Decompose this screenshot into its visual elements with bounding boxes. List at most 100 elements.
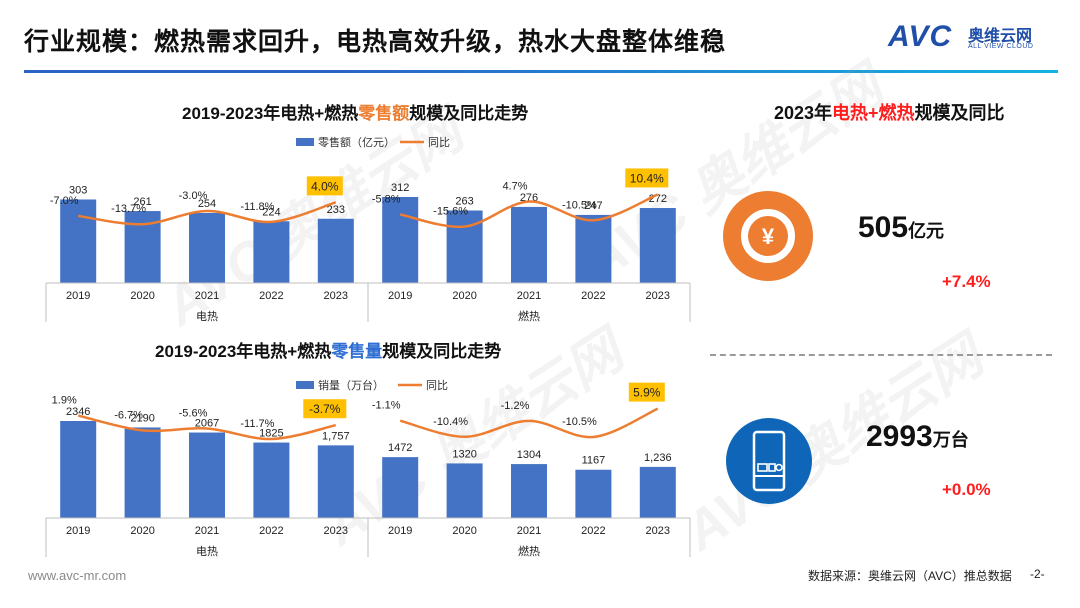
bar-value-label: 261 [133,196,151,208]
x-tick-label: 2023 [324,290,348,302]
retail-volume-title-highlight: 零售量 [331,342,383,361]
bar-value-label: 312 [391,182,409,194]
page-title: 行业规模：燃热需求回升，电热高效升级，热水大盘整体维稳 [24,28,727,56]
bar-value-label: 1167 [582,455,606,467]
yoy-value-label: -11.8% [240,201,274,213]
yoy-value-label: -10.5% [562,416,597,428]
bar [189,212,225,283]
bar-series [60,421,676,518]
yoy-value-label: -3.7% [309,402,341,416]
yoy-value-label: -6.7% [114,409,143,421]
bar-labels: 2346 2190 2067 1825 1,757 1472 1320 1304 1167 1,2… [66,406,672,467]
retail-volume-chart-title: 2019-2023年电热+燃热零售量规模及同比走势 [155,337,501,362]
x-tick-label: 2019 [388,525,412,537]
bar-series [60,197,676,283]
x-tick-label: 2021 [517,290,541,302]
retail-volume-kpi-number: 2993 [866,420,933,453]
x-tick-label: 2023 [646,290,670,302]
x-tick-label: 2022 [581,290,605,302]
x-tick-label: 2020 [452,525,476,537]
yoy-value-label: -1.2% [501,400,530,412]
x-tick-label: 2020 [130,290,154,302]
yoy-value-label: -5.6% [179,407,208,419]
section-divider [710,354,1052,356]
yoy-value-label: -11.7% [240,418,274,430]
yoy-value-label: -10.4% [433,416,468,428]
yoy-highlight-box [303,399,347,419]
legend-bar-label: 零售额（亿元） [318,135,395,149]
legend-bar-swatch [296,138,314,146]
yoy-value-label: -7.0% [50,195,79,207]
x-tick-label: 2023 [646,525,670,537]
yoy-labels: -7.0% -13.7% -3.0% -11.8% 4.0% -5.8% -15.6% 4.7… [50,168,669,218]
retail-volume-title-prefix: 2019-2023年电热+燃热 [155,342,332,361]
yuan-icon: ¥ [723,191,813,281]
retail-value-title-suffix: 规模及同比走势 [409,104,529,123]
legend-line-label: 同比 [426,379,448,392]
yoy-value-label: -1.1% [372,400,401,412]
bar-value-label: 303 [69,184,87,196]
water-heater-icon [726,418,812,504]
bar [60,199,97,283]
retail-volume-kpi-yoy: +0.0% [942,480,991,499]
group-label: 电热 [196,310,218,323]
retail-value-title-highlight: 零售额 [358,104,410,123]
bar-value-label: 224 [262,206,280,218]
yoy-labels: 1.9% -6.7% -5.6% -11.7% -3.7% -1.1% -10.4% -1.2… [52,382,665,430]
x-tick-label: 2020 [130,525,154,537]
legend-bar-label: 销量（万台） [318,378,384,392]
yoy-value-label: 4.0% [311,179,339,193]
bar [446,463,483,518]
yoy-line [77,407,659,441]
retail-value-kpi-unit: 亿元 [908,221,945,241]
x-tick-label: 2022 [259,290,283,302]
summary-title-year: 2023年 [774,103,833,123]
summary-title-highlight: 电热+燃热 [832,103,915,123]
bar [382,457,419,518]
bar-value-label: 1472 [388,442,412,454]
bar [317,445,354,518]
bar-value-label: 1,236 [644,452,672,464]
bar-value-label: 1,757 [322,430,350,442]
summary-title-suffix: 规模及同比 [914,103,1005,123]
group-label: 燃热 [518,544,540,558]
yoy-highlight-box [306,176,343,196]
yoy-value-label: -15.6% [433,206,468,218]
group-label: 电热 [196,545,218,558]
retail-volume-kpi-unit: 万台 [932,430,969,450]
bar [382,197,419,283]
bar-value-label: 2190 [130,412,154,424]
x-axis: 2019 2020 2021 2022 2023 2019 2020 2021 2022 2023… [45,282,691,323]
logo-avc-text: AVC [888,20,953,53]
bar [253,442,290,518]
retail-value-title-prefix: 2019-2023年电热+燃热 [182,104,359,123]
logo-en-text: ALL VIEW CLOUD [968,43,1034,50]
bar [639,208,676,283]
yoy-value-label: -13.7% [111,203,146,215]
bar-value-label: 1825 [259,428,283,440]
retail-value-kpi-number: 505 [858,211,909,244]
retail-volume-kpi: 2993万台 [866,420,969,454]
bar-value-label: 247 [584,200,602,212]
bar [639,466,676,518]
retail-value-chart-title: 2019-2023年电热+燃热零售额规模及同比走势 [182,99,528,124]
bar-value-label: 254 [198,198,216,210]
retail-value-kpi-yoy: +7.4% [942,272,991,291]
yoy-line [78,193,659,229]
legend: 销量（万台） 同比 [296,378,448,392]
yoy-value-label: 10.4% [630,171,664,185]
yoy-value-label: -10.5% [562,199,597,211]
x-tick-label: 2023 [324,525,348,537]
x-tick-label: 2019 [66,525,90,537]
logo-cn-text: 奥维云网 [968,28,1033,45]
summary-title: 2023年电热+燃热规模及同比 [774,99,1005,125]
x-tick-label: 2019 [66,290,90,302]
legend: 零售额（亿元） 同比 [296,135,450,149]
svg-text:¥: ¥ [762,224,775,249]
bar [60,421,97,518]
bar-value-label: 1320 [452,448,476,460]
bar [189,432,225,518]
bar-value-label: 1304 [517,449,541,461]
x-tick-label: 2021 [195,290,219,302]
yoy-value-label: 4.7% [502,180,527,192]
